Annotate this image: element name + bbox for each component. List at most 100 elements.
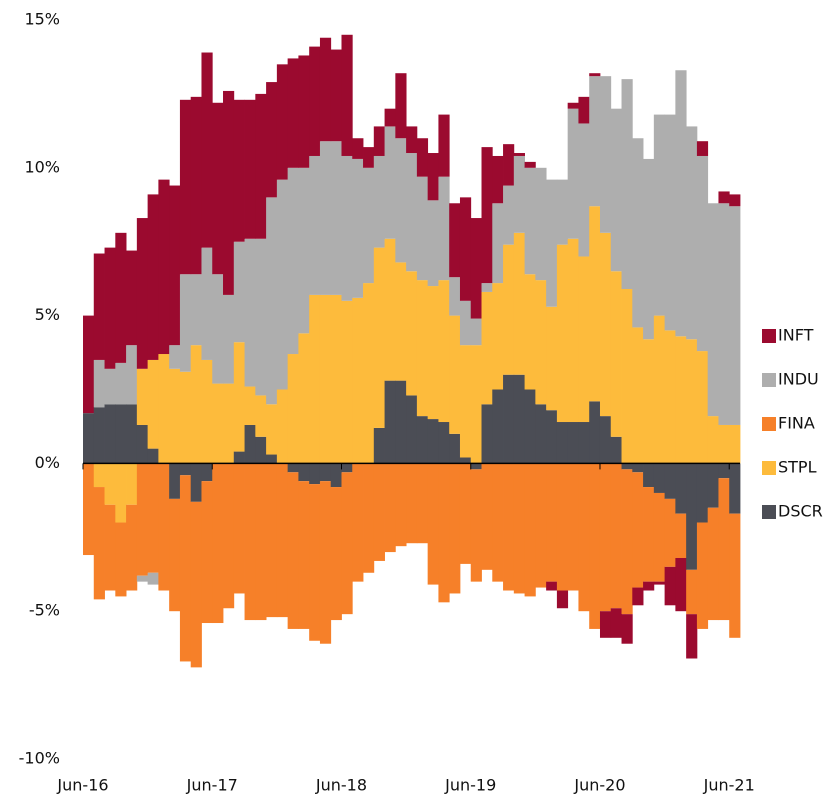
bar-segment bbox=[729, 463, 741, 514]
bar-segment bbox=[427, 153, 439, 201]
y-tick-label: 10% bbox=[24, 157, 60, 176]
bar-segment bbox=[190, 463, 202, 502]
bar-segment bbox=[535, 280, 547, 405]
bar-segment bbox=[169, 368, 181, 464]
bar-segment bbox=[653, 581, 666, 585]
x-tick-label: Jun-20 bbox=[573, 776, 625, 795]
bar-segment bbox=[201, 481, 213, 624]
bar-segment bbox=[147, 572, 159, 585]
bar-segment bbox=[449, 277, 461, 316]
bar-segment bbox=[696, 522, 709, 629]
bar-segment bbox=[169, 345, 181, 369]
bar-segment bbox=[556, 244, 569, 423]
bar-segment bbox=[201, 52, 213, 248]
bar-segment bbox=[459, 457, 472, 464]
bar-segment bbox=[621, 469, 633, 615]
bar-segment bbox=[136, 218, 149, 369]
bar-segment bbox=[147, 359, 159, 449]
bar-segment bbox=[599, 611, 612, 638]
legend-swatch bbox=[762, 329, 776, 343]
bar-segment bbox=[470, 345, 482, 464]
bar-segment bbox=[621, 288, 633, 464]
bar-segment bbox=[664, 463, 676, 499]
bar-segment bbox=[567, 422, 579, 464]
bar-segment bbox=[266, 454, 278, 464]
bar-segment bbox=[470, 218, 482, 319]
bar-segment bbox=[179, 274, 192, 372]
bar-segment bbox=[319, 141, 332, 295]
bar-segment bbox=[556, 463, 569, 591]
bar-segment bbox=[546, 581, 558, 591]
bar-segment bbox=[438, 463, 450, 603]
bar-segment bbox=[179, 371, 192, 464]
bar-segment bbox=[632, 472, 644, 588]
bar-segment bbox=[567, 108, 579, 239]
bar-segment bbox=[481, 283, 493, 292]
bar-segment bbox=[718, 424, 730, 464]
bar-segment bbox=[556, 590, 569, 609]
bar-segment bbox=[696, 155, 709, 352]
bar-segment bbox=[470, 318, 482, 346]
bar-segment bbox=[729, 513, 741, 638]
bar-segment bbox=[416, 138, 429, 177]
bar-segment bbox=[244, 99, 256, 239]
bar-segment bbox=[266, 404, 278, 455]
bar-segment bbox=[599, 463, 612, 612]
bar-segment bbox=[503, 244, 515, 375]
bar-segment bbox=[438, 422, 450, 464]
bar-segment bbox=[427, 200, 439, 287]
bar-segment bbox=[632, 138, 644, 328]
bar-segment bbox=[567, 102, 579, 109]
bar-segment bbox=[212, 274, 224, 384]
bar-segment bbox=[481, 404, 493, 464]
bar-segment bbox=[599, 232, 612, 417]
bar-segment bbox=[707, 507, 719, 621]
legend-swatch bbox=[762, 373, 776, 387]
bar-segment bbox=[599, 416, 612, 464]
bar-segment bbox=[93, 407, 105, 464]
bar-segment bbox=[696, 351, 709, 464]
bar-segment bbox=[287, 463, 299, 473]
bar-segment bbox=[136, 575, 149, 582]
bar-segment bbox=[341, 300, 353, 464]
bar-segment bbox=[513, 232, 525, 375]
bar-segment bbox=[255, 238, 267, 396]
bar-segment bbox=[449, 315, 461, 434]
bar-segment bbox=[223, 294, 235, 384]
bar-segment bbox=[319, 463, 332, 482]
legend-label: FINA bbox=[778, 414, 815, 433]
bar-segment bbox=[653, 315, 666, 464]
bar-segment bbox=[276, 463, 289, 618]
bar-segment bbox=[492, 155, 504, 204]
bar-segment bbox=[664, 498, 676, 567]
bar-segment bbox=[341, 155, 353, 301]
bar-segment bbox=[352, 138, 364, 159]
bar-segment bbox=[309, 46, 321, 156]
bar-segment bbox=[696, 463, 709, 523]
y-tick-label: 0% bbox=[35, 453, 60, 472]
bar-segment bbox=[459, 463, 472, 564]
bar-segment bbox=[93, 359, 105, 408]
bar-segment bbox=[201, 359, 213, 464]
bar-segment bbox=[524, 161, 536, 168]
bar-segment bbox=[610, 271, 622, 437]
bar-segment bbox=[233, 451, 245, 464]
bar-segment bbox=[632, 463, 644, 473]
bar-segment bbox=[395, 380, 407, 464]
bar-segment bbox=[438, 114, 450, 177]
bar-segment bbox=[686, 463, 698, 570]
bar-segment bbox=[190, 96, 202, 275]
legend-swatch bbox=[762, 461, 776, 475]
bar-segment bbox=[395, 463, 407, 547]
bar-segment bbox=[556, 422, 569, 464]
bar-segment bbox=[503, 185, 515, 245]
bar-segment bbox=[330, 463, 342, 488]
x-tick-label: Jun-21 bbox=[703, 776, 755, 795]
legend-label: INFT bbox=[778, 326, 814, 345]
bar-segment bbox=[503, 144, 515, 186]
bar-segment bbox=[416, 416, 429, 464]
bar-segment bbox=[718, 203, 730, 425]
bar-segment bbox=[718, 191, 730, 204]
bar-segment bbox=[298, 481, 310, 629]
bar-segment bbox=[459, 197, 472, 301]
